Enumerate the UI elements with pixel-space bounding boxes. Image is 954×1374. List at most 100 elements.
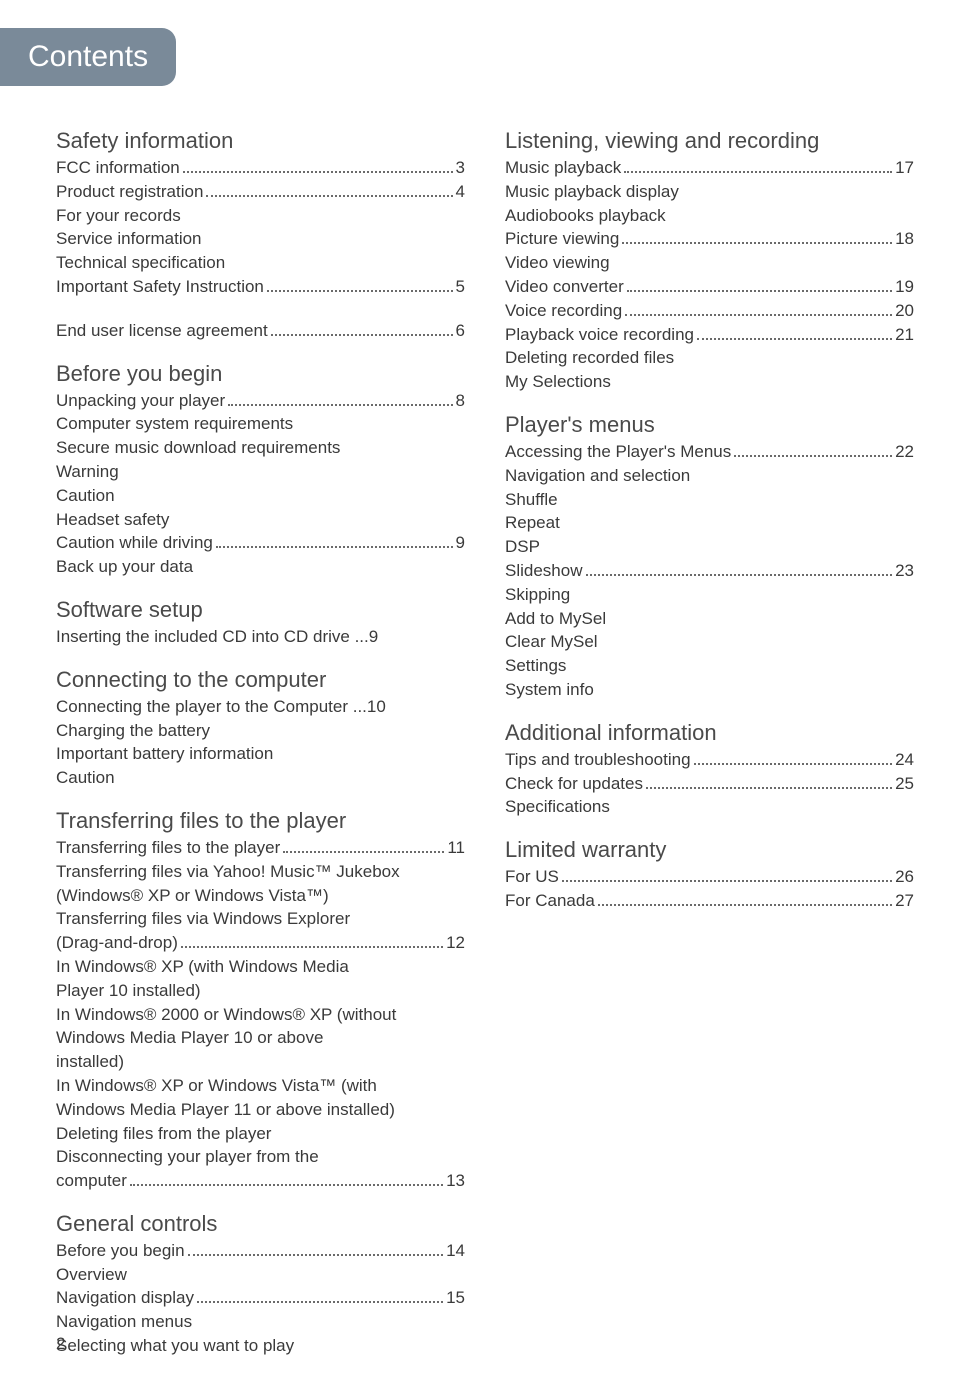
toc-label: Caution while driving xyxy=(56,531,213,555)
toc-entry-plain: Connecting the player to the Computer ..… xyxy=(56,695,465,719)
toc-entry-plain: In Windows® 2000 or Windows® XP (without xyxy=(56,1003,465,1027)
toc-page: 12 xyxy=(446,931,465,955)
toc-page: 14 xyxy=(446,1239,465,1263)
toc-entry: Check for updates 25 xyxy=(505,772,914,796)
toc-dots xyxy=(181,946,443,948)
toc-entry: Accessing the Player's Menus22 xyxy=(505,440,914,464)
toc-label: computer xyxy=(56,1169,127,1193)
toc-entry-plain: Transferring files via Yahoo! Music™ Juk… xyxy=(56,860,465,884)
toc-dots xyxy=(734,455,892,457)
toc-dots xyxy=(622,242,892,244)
toc-page: 8 xyxy=(456,389,465,413)
toc-label: Voice recording xyxy=(505,299,622,323)
section-heading: Software setup xyxy=(56,597,465,623)
right-column: Listening, viewing and recordingMusic pl… xyxy=(505,110,914,1358)
toc-dots xyxy=(188,1254,444,1256)
toc-page: 5 xyxy=(456,275,465,299)
toc-entry-plain: Headset safety xyxy=(56,508,465,532)
toc-label: Important Safety Instruction xyxy=(56,275,264,299)
toc-entry: Voice recording 20 xyxy=(505,299,914,323)
toc-dots xyxy=(267,290,453,292)
toc-entry-plain: Add to MySel xyxy=(505,607,914,631)
toc-page: 26 xyxy=(895,865,914,889)
toc-entry-plain: For your records xyxy=(56,204,465,228)
toc-page: 23 xyxy=(895,559,914,583)
toc-entry-plain: Repeat xyxy=(505,511,914,535)
toc-dots xyxy=(283,851,444,853)
toc-page: 27 xyxy=(895,889,914,913)
toc-label: For US xyxy=(505,865,559,889)
section-heading: Safety information xyxy=(56,128,465,154)
toc-entry-plain: In Windows® XP (with Windows Media xyxy=(56,955,465,979)
toc-entry: Navigation display 15 xyxy=(56,1286,465,1310)
toc-page: 13 xyxy=(446,1169,465,1193)
toc-dots xyxy=(130,1184,443,1186)
toc-label: Unpacking your player xyxy=(56,389,225,413)
toc-entry-plain: Important battery information xyxy=(56,742,465,766)
toc-entry-plain: Secure music download requirements xyxy=(56,436,465,460)
toc-entry: Picture viewing18 xyxy=(505,227,914,251)
section-heading: Connecting to the computer xyxy=(56,667,465,693)
toc-dots xyxy=(216,546,453,548)
toc-entry-plain: Audiobooks playback xyxy=(505,204,914,228)
toc-entry: Slideshow23 xyxy=(505,559,914,583)
toc-dots xyxy=(206,195,452,197)
toc-page: 21 xyxy=(895,323,914,347)
toc-page: 11 xyxy=(447,836,465,860)
page-number: 2 xyxy=(56,1334,65,1354)
toc-dots xyxy=(697,338,892,340)
toc-label: (Drag-and-drop) xyxy=(56,931,178,955)
toc-label: Accessing the Player's Menus xyxy=(505,440,731,464)
toc-entry: FCC information3 xyxy=(56,156,465,180)
toc-label: Before you begin xyxy=(56,1239,185,1263)
toc-entry-plain: Deleting files from the player xyxy=(56,1122,465,1146)
toc-page: 9 xyxy=(456,531,465,555)
toc-entry: For Canada 27 xyxy=(505,889,914,913)
toc-entry-plain: In Windows® XP or Windows Vista™ (with xyxy=(56,1074,465,1098)
toc-entry-plain: Overview xyxy=(56,1263,465,1287)
toc-page: 15 xyxy=(446,1286,465,1310)
toc-entry-plain: Disconnecting your player from the xyxy=(56,1145,465,1169)
toc-page: 6 xyxy=(456,319,465,343)
toc-page: 25 xyxy=(895,772,914,796)
section-heading: Transferring files to the player xyxy=(56,808,465,834)
toc-entry-plain: System info xyxy=(505,678,914,702)
toc-entry: Important Safety Instruction 5 xyxy=(56,275,465,299)
toc-entry-plain: Specifications xyxy=(505,795,914,819)
toc-page: 4 xyxy=(456,180,465,204)
toc-entry-plain: Windows Media Player 10 or above xyxy=(56,1026,465,1050)
toc-label: For Canada xyxy=(505,889,595,913)
toc-label: Product registration xyxy=(56,180,203,204)
toc-entry-plain: Caution xyxy=(56,766,465,790)
toc-dots xyxy=(646,787,892,789)
toc-entry-plain: Player 10 installed) xyxy=(56,979,465,1003)
section-heading: Limited warranty xyxy=(505,837,914,863)
toc-label: Tips and troubleshooting xyxy=(505,748,691,772)
toc-entry: For US 26 xyxy=(505,865,914,889)
toc-entry-plain: Clear MySel xyxy=(505,630,914,654)
toc-entry: End user license agreement 6 xyxy=(56,319,465,343)
toc-page: 20 xyxy=(895,299,914,323)
toc-entry-plain: Settings xyxy=(505,654,914,678)
toc-dots xyxy=(624,171,892,173)
section-heading: Before you begin xyxy=(56,361,465,387)
left-column: Safety informationFCC information3Produc… xyxy=(56,110,465,1358)
section-heading: General controls xyxy=(56,1211,465,1237)
toc-entry-plain: DSP xyxy=(505,535,914,559)
toc-label: Check for updates xyxy=(505,772,643,796)
toc-entry-plain: Warning xyxy=(56,460,465,484)
toc-entry-plain: Computer system requirements xyxy=(56,412,465,436)
toc-label: Picture viewing xyxy=(505,227,619,251)
toc-entry-plain: Inserting the included CD into CD drive … xyxy=(56,625,465,649)
toc-dots xyxy=(183,171,453,173)
toc-label: Navigation display xyxy=(56,1286,194,1310)
toc-entry-plain: Video viewing xyxy=(505,251,914,275)
toc-page: 19 xyxy=(895,275,914,299)
toc-entry-plain: Caution xyxy=(56,484,465,508)
toc-label: Video converter xyxy=(505,275,624,299)
toc-label: End user license agreement xyxy=(56,319,268,343)
toc-dots xyxy=(228,404,452,406)
toc-dots xyxy=(586,574,893,576)
toc-entry: Music playback17 xyxy=(505,156,914,180)
toc-entry: Caution while driving 9 xyxy=(56,531,465,555)
